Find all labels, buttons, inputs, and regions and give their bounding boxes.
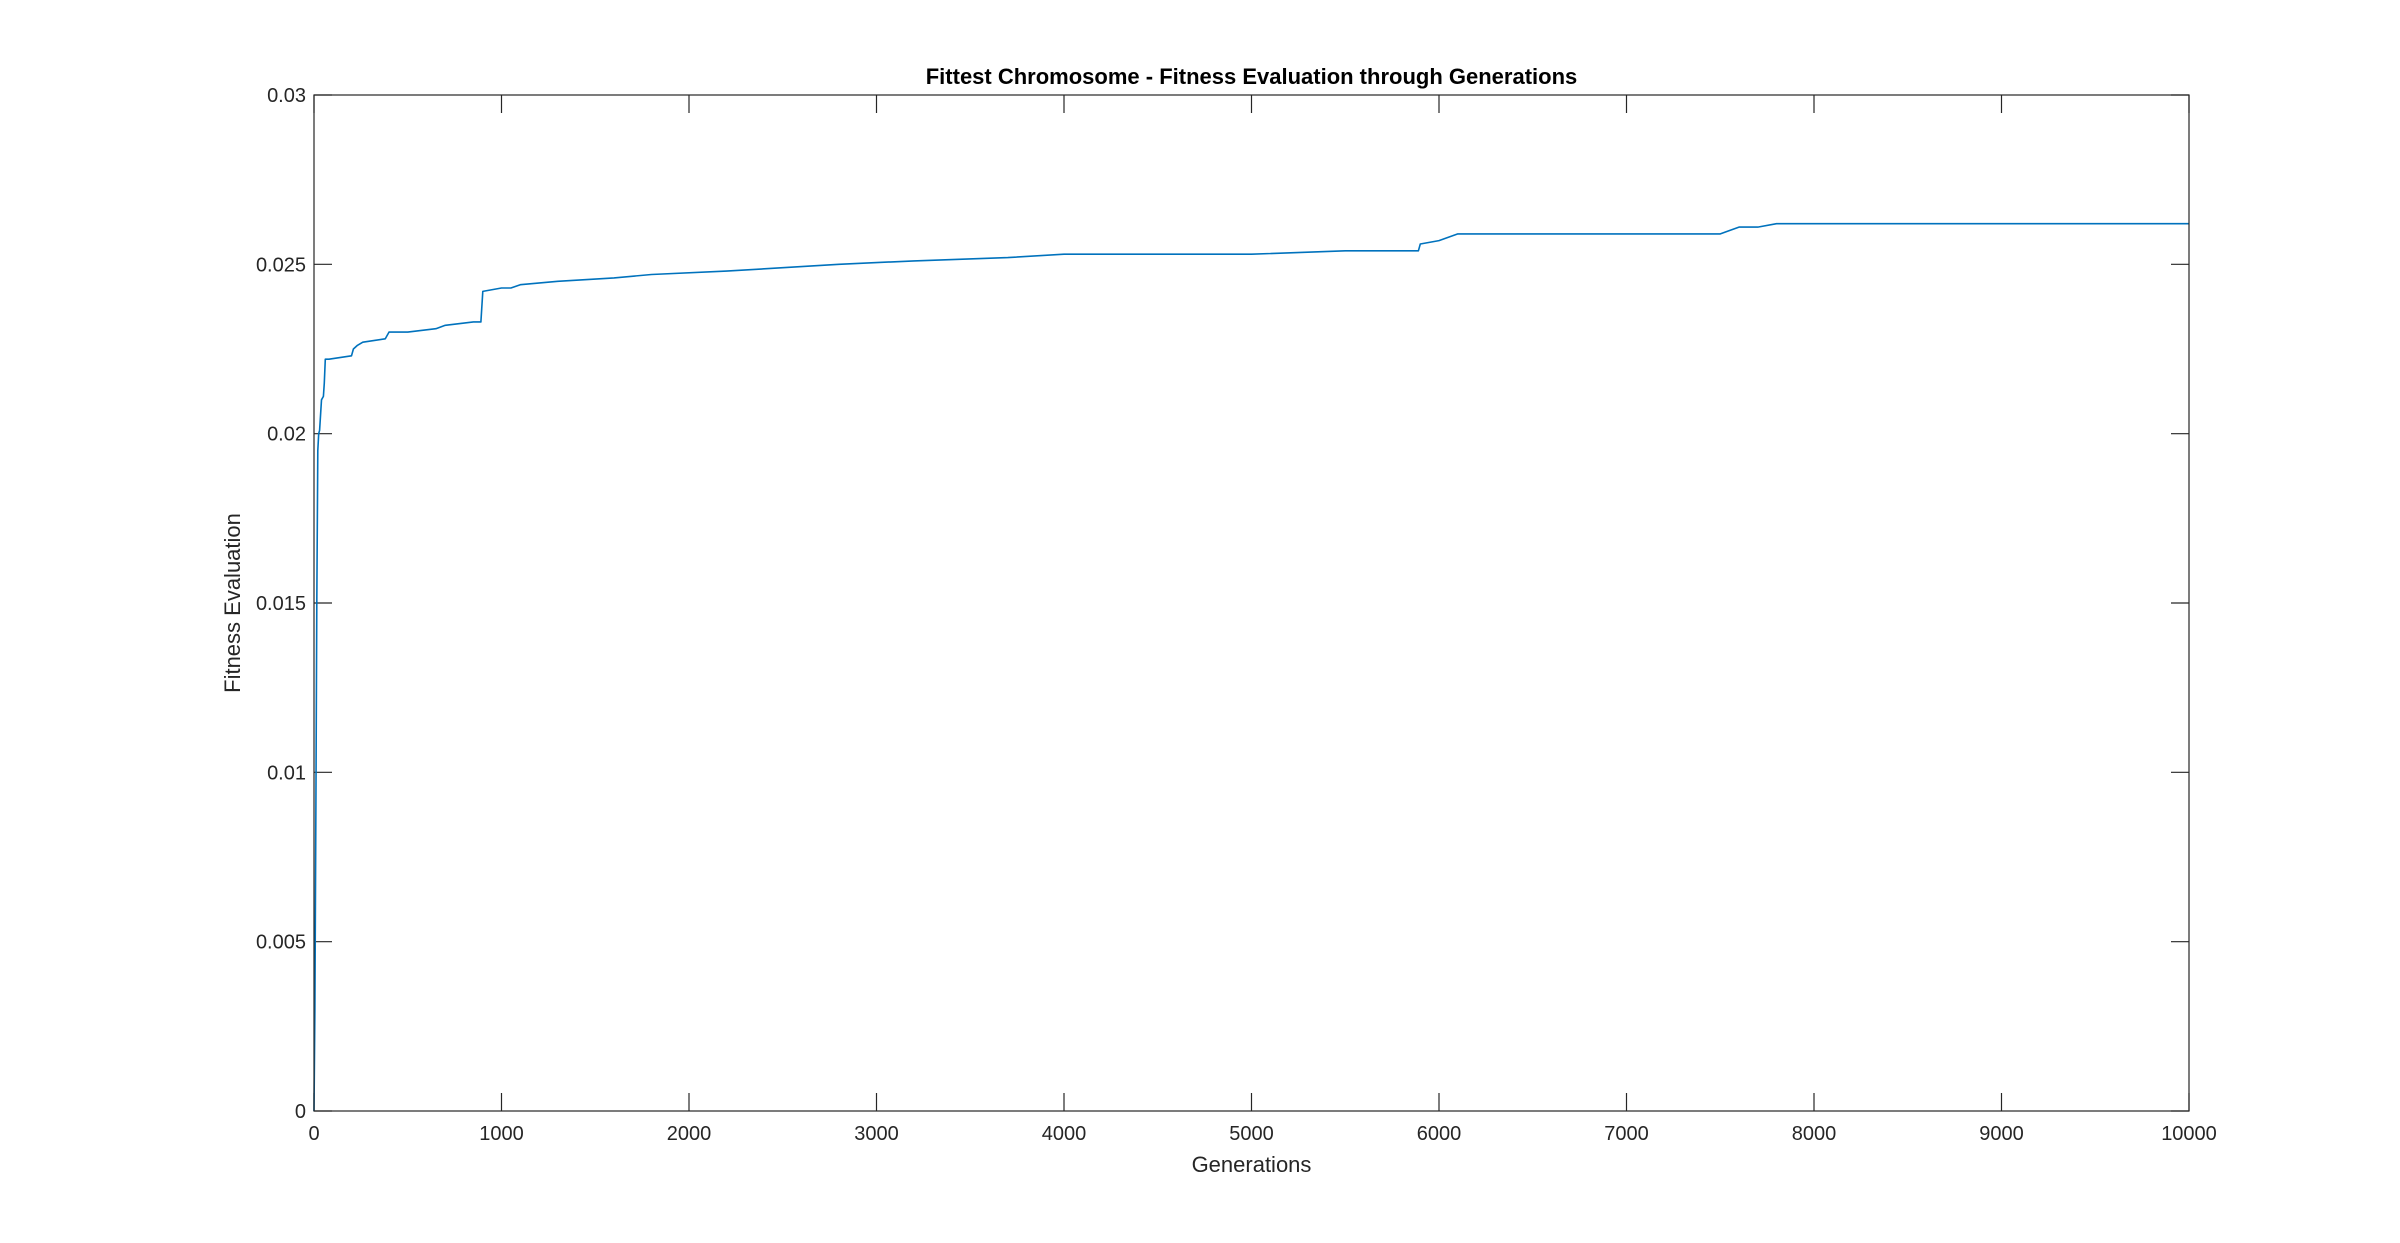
y-tick-label: 0.02 [267, 424, 306, 446]
x-tick-label: 4000 [1042, 1123, 1087, 1145]
y-tick-label: 0.03 [267, 85, 306, 107]
x-tick-label: 8000 [1792, 1123, 1837, 1145]
y-tick-label: 0.005 [256, 932, 306, 954]
x-axis-title: Generations [1192, 1152, 1312, 1177]
y-tick-label: 0 [295, 1101, 306, 1123]
x-tick-label: 5000 [1229, 1123, 1274, 1145]
y-tick-label: 0.025 [256, 254, 306, 276]
x-tick-label: 10000 [2161, 1123, 2217, 1145]
y-tick-label: 0.015 [256, 593, 306, 615]
axis-ticks: 0 1000 2000 3000 4000 5000 6000 7000 8000 9000 100… [256, 85, 2217, 1145]
plot-area-background [314, 95, 2189, 1111]
chart-title: Fittest Chromosome - Fitness Evaluation … [926, 64, 1578, 89]
data-series [313, 222, 2189, 1112]
plot-area-box [313, 94, 2190, 1112]
y-tick-label: 0.01 [267, 762, 306, 784]
y-axis-title: Fitness Evaluation [220, 513, 245, 693]
x-tick-label: 0 [308, 1123, 319, 1145]
x-tick-label: 6000 [1417, 1123, 1462, 1145]
x-tick-label: 9000 [1979, 1123, 2024, 1145]
series-line [313, 222, 2189, 1112]
x-tick-label: 1000 [479, 1123, 524, 1145]
x-tick-label: 3000 [854, 1123, 899, 1145]
x-tick-label: 2000 [667, 1123, 712, 1145]
x-tick-label: 7000 [1604, 1123, 1649, 1145]
